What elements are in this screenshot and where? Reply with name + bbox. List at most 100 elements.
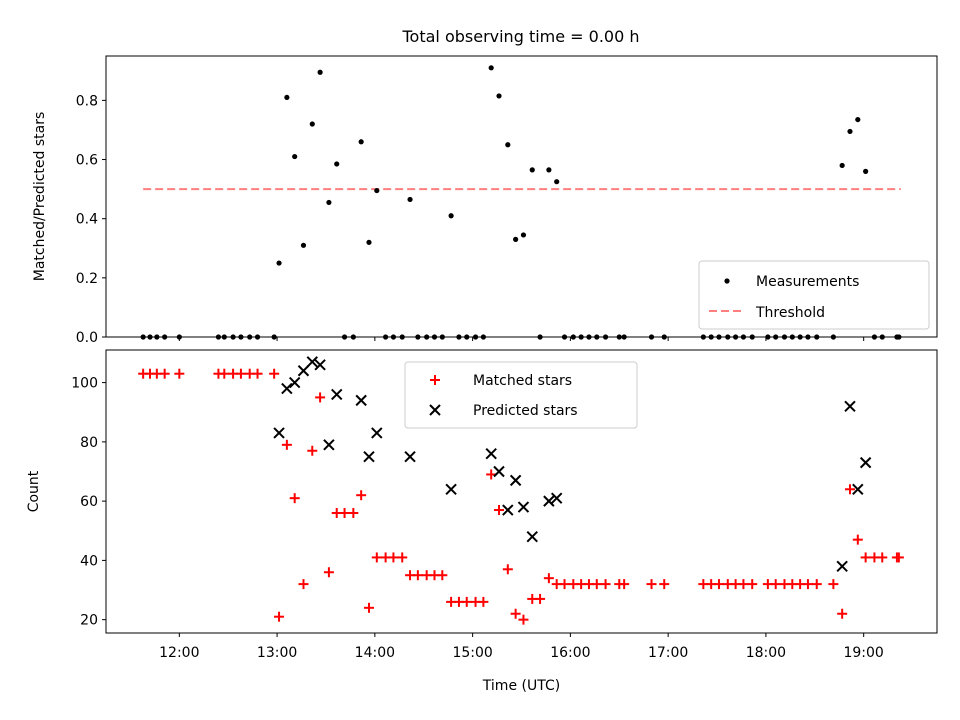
measurement-point bbox=[366, 239, 372, 245]
predicted-star-point bbox=[509, 474, 522, 487]
matched-star-point bbox=[535, 593, 546, 604]
count-y-ticks: 20 40 60 80 100 bbox=[71, 376, 106, 629]
predicted-star-point bbox=[859, 456, 872, 469]
matched-stars-points bbox=[138, 368, 904, 625]
matched-star-point bbox=[252, 368, 263, 379]
measurement-point bbox=[520, 232, 527, 238]
ratio-y-axis-label: Matched/Predicted stars bbox=[32, 112, 48, 282]
predicted-star-point bbox=[306, 356, 318, 368]
matched-star-point bbox=[510, 608, 521, 619]
measurement-point bbox=[292, 153, 298, 160]
matched-star-point bbox=[219, 368, 230, 379]
matched-star-point bbox=[600, 579, 611, 590]
legend-matched-glyph bbox=[430, 375, 440, 385]
matched-star-point bbox=[269, 368, 280, 379]
matched-star-point bbox=[518, 614, 529, 625]
legend-threshold-label: Threshold bbox=[755, 305, 825, 321]
measurement-point bbox=[863, 168, 869, 174]
measurement-point bbox=[358, 139, 364, 145]
measurement-point bbox=[839, 162, 845, 169]
count-x-tick-label: 19:00 bbox=[843, 645, 883, 661]
legend-matched-marker bbox=[430, 375, 440, 385]
matched-star-point bbox=[860, 552, 871, 563]
measurement-point bbox=[488, 65, 494, 71]
predicted-star-point bbox=[844, 400, 856, 413]
predicted-star-point bbox=[445, 483, 457, 495]
predicted-star-point bbox=[297, 365, 310, 377]
matched-star-point bbox=[811, 579, 822, 590]
ratio-legend-box bbox=[698, 260, 930, 330]
predicted-star-point bbox=[526, 530, 538, 543]
matched-star-point bbox=[486, 469, 497, 480]
predicted-star-point bbox=[485, 448, 497, 460]
count-axes-frame bbox=[105, 349, 938, 634]
ratio-y-tick-label: 0.2 bbox=[76, 271, 98, 287]
measurement-point bbox=[505, 142, 511, 148]
measurement-point bbox=[855, 116, 861, 123]
matched-star-point bbox=[348, 507, 359, 518]
matched-star-point bbox=[388, 552, 399, 563]
ratio-y-tick-label: 0.0 bbox=[76, 330, 98, 346]
count-x-tick-label: 18:00 bbox=[746, 645, 786, 661]
matched-star-point bbox=[844, 484, 855, 495]
measurement-point bbox=[309, 121, 315, 127]
matched-star-point bbox=[235, 368, 246, 379]
matched-star-point bbox=[646, 579, 657, 590]
count-x-tick-label: 14:00 bbox=[355, 645, 395, 661]
predicted-star-point bbox=[323, 439, 335, 451]
matched-star-point bbox=[543, 573, 554, 584]
count-x-tick-label: 15:00 bbox=[452, 645, 492, 661]
matched-star-point bbox=[274, 611, 285, 622]
matched-star-point bbox=[713, 579, 724, 590]
predicted-star-point bbox=[355, 394, 367, 407]
matched-star-point bbox=[591, 579, 602, 590]
measurement-point bbox=[317, 69, 323, 75]
predicted-star-point bbox=[314, 359, 326, 371]
matched-star-point bbox=[289, 493, 300, 504]
predicted-star-point bbox=[836, 560, 848, 573]
matched-star-point bbox=[802, 579, 813, 590]
legend-matched-label: Matched stars bbox=[473, 373, 572, 389]
matched-star-point bbox=[877, 552, 888, 563]
predicted-star-point bbox=[852, 483, 864, 495]
matched-star-point bbox=[281, 439, 292, 450]
ratio-y-ticks: 0.0 0.2 0.4 0.6 0.8 bbox=[76, 93, 106, 346]
matched-star-point bbox=[502, 564, 513, 575]
ratio-y-tick-label: 0.6 bbox=[76, 153, 98, 169]
matched-star-point bbox=[478, 596, 489, 607]
predicted-star-point bbox=[331, 388, 343, 401]
matched-star-point bbox=[437, 570, 448, 581]
predicted-star-point bbox=[517, 501, 530, 513]
measurement-point bbox=[529, 167, 535, 173]
predicted-star-point bbox=[371, 427, 383, 439]
measurement-point bbox=[374, 187, 380, 194]
matched-star-point bbox=[747, 579, 758, 590]
legend-predicted-label: Predicted stars bbox=[473, 403, 578, 419]
predicted-star-point bbox=[550, 492, 563, 504]
predicted-star-point bbox=[502, 504, 514, 516]
count-y-tick-label: 60 bbox=[80, 494, 98, 510]
matched-star-point bbox=[315, 392, 326, 403]
matched-star-point bbox=[659, 579, 670, 590]
ratio-panel: 0.00.20.40.60.8 Matched/Predicted stars … bbox=[32, 55, 938, 346]
matched-star-point bbox=[298, 579, 309, 590]
count-y-tick-label: 40 bbox=[80, 553, 98, 569]
count-legend: Matched stars Predicted stars bbox=[404, 361, 638, 429]
matched-star-point bbox=[559, 579, 570, 590]
measurement-point bbox=[546, 167, 552, 173]
measurement-point bbox=[276, 260, 282, 266]
matched-star-point bbox=[893, 552, 904, 563]
count-x-ticks: 12:00 13:00 14:00 15:00 16:00 17:00 18:00 19:00 bbox=[159, 633, 884, 661]
count-y-tick-label: 80 bbox=[80, 435, 98, 451]
measurement-point bbox=[847, 128, 853, 135]
matched-star-point bbox=[363, 602, 374, 613]
measurement-point bbox=[513, 236, 519, 242]
matched-star-point bbox=[323, 567, 334, 578]
count-legend-box bbox=[404, 361, 638, 429]
count-y-tick-label: 20 bbox=[80, 613, 98, 629]
predicted-star-point bbox=[363, 450, 375, 463]
matched-star-point bbox=[371, 552, 382, 563]
count-y-axis-label: Count bbox=[26, 470, 42, 512]
